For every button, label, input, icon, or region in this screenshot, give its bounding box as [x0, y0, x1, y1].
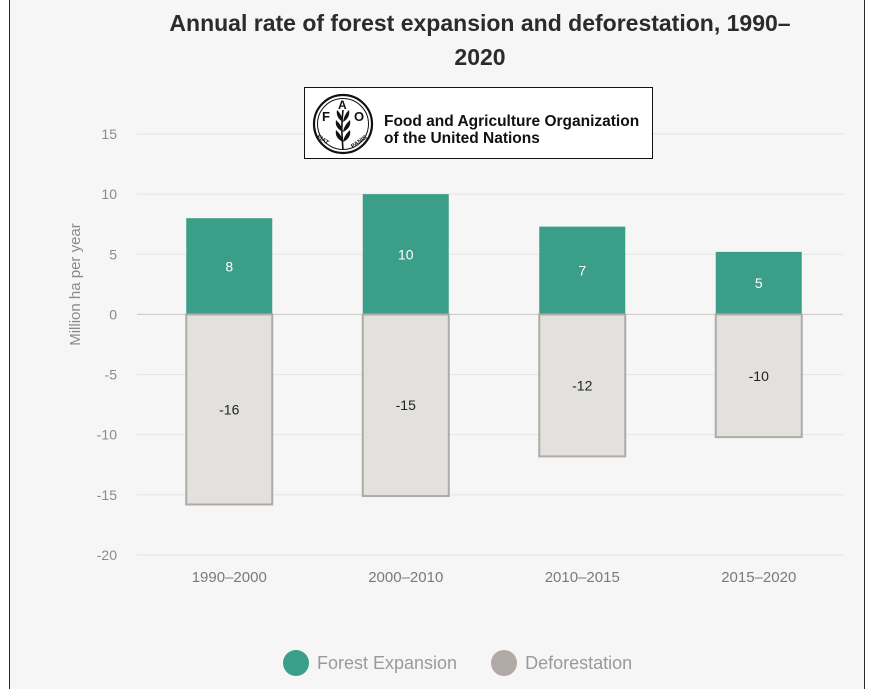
y-tick-label: 10: [101, 186, 117, 202]
fao-logo: F A O FIAT PANIS Food and Agriculture Or…: [304, 87, 653, 159]
svg-text:O: O: [354, 109, 364, 124]
data-label-forest-expansion: 5: [755, 275, 763, 291]
chart-title-line-1: Annual rate of forest expansion and defo…: [169, 10, 791, 36]
data-label-deforestation: -12: [572, 377, 592, 393]
y-tick-label: -15: [97, 487, 117, 503]
legend-swatch-deforestation: [491, 650, 518, 676]
data-label-forest-expansion: 8: [225, 258, 233, 274]
data-label-deforestation: -15: [396, 397, 416, 413]
bar-deforestation[interactable]: [538, 313, 627, 458]
x-tick-label: 2010–2015: [545, 569, 620, 586]
x-tick-label: 2000–2010: [368, 569, 443, 586]
y-tick-label: -5: [105, 367, 118, 383]
svg-text:F: F: [322, 109, 330, 124]
y-tick-label: 0: [109, 306, 117, 322]
x-tick-label: 1990–2000: [192, 569, 267, 586]
bar-forest-expansion[interactable]: [362, 194, 449, 315]
svg-text:A: A: [338, 98, 347, 112]
bar-deforestation[interactable]: [714, 313, 803, 439]
y-tick-label: -10: [97, 427, 117, 443]
data-label-forest-expansion: 7: [578, 263, 586, 279]
axes: 15 10 5 0 -5 -10 -15 -20 Million ha per year 1990…: [67, 126, 796, 586]
bar-deforestation[interactable]: [185, 313, 274, 506]
data-labels: 8 -16 10 -15 7 -12 5 -10: [219, 246, 769, 417]
legend-label-deforestation: Deforestation: [525, 652, 633, 673]
chart-title: Annual rate of forest expansion and defo…: [130, 6, 830, 74]
y-tick-label: 5: [109, 246, 117, 262]
data-label-forest-expansion: 10: [398, 246, 414, 262]
legend-item-forest-expansion[interactable]: Forest Expansion: [283, 650, 457, 676]
bars: [185, 194, 803, 506]
legend-item-deforestation[interactable]: Deforestation: [491, 650, 632, 676]
fao-logo-line-1: Food and Agriculture Organization: [384, 113, 640, 130]
chart-title-line-2: 2020: [454, 44, 506, 70]
data-label-deforestation: -10: [749, 368, 769, 384]
y-axis-label: Million ha per year: [67, 223, 84, 346]
fao-emblem-icon: F A O FIAT PANIS: [312, 93, 374, 155]
y-tick-label: -20: [97, 547, 117, 563]
bar-forest-expansion[interactable]: [186, 218, 273, 315]
bar-forest-expansion[interactable]: [539, 226, 626, 315]
legend-swatch-forest-expansion: [283, 650, 309, 676]
y-tick-label: 15: [101, 126, 117, 142]
chart-legend: Forest Expansion Deforestation: [283, 648, 666, 678]
x-tick-label: 2015–2020: [721, 569, 796, 586]
data-label-deforestation: -16: [219, 401, 239, 417]
fao-logo-line-2: of the United Nations: [384, 130, 540, 147]
fao-logo-text: Food and Agriculture Organization of the…: [384, 113, 654, 147]
bar-deforestation[interactable]: [361, 313, 450, 498]
legend-label-forest-expansion: Forest Expansion: [317, 652, 458, 673]
bar-forest-expansion[interactable]: [715, 251, 802, 315]
